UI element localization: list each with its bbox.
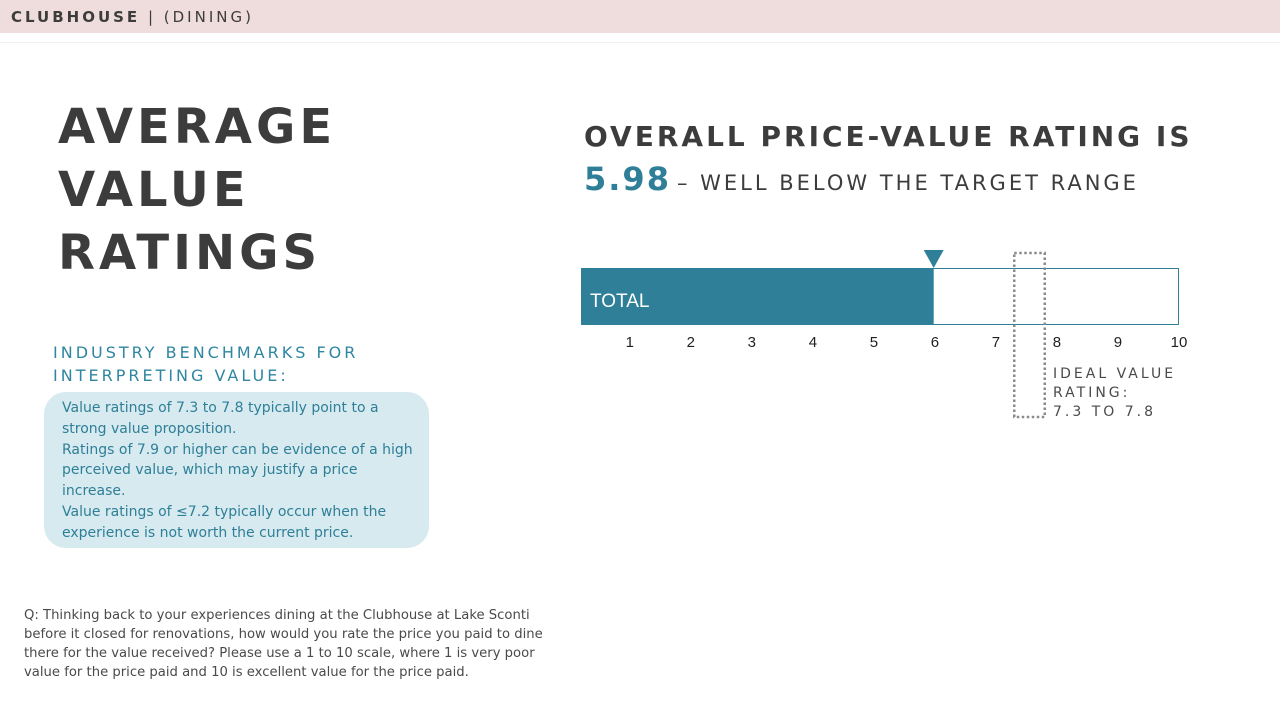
benchmark-item: Value ratings of 7.3 to 7.8 typically po… xyxy=(62,400,379,437)
x-tick-label: 4 xyxy=(809,334,817,351)
x-tick-label: 3 xyxy=(748,334,756,351)
ideal-range-box xyxy=(1012,251,1047,419)
header-section: (DINING) xyxy=(163,8,254,26)
header-separator: | xyxy=(140,8,164,26)
x-tick-label: 10 xyxy=(1171,334,1188,351)
x-tick-label: 1 xyxy=(626,334,634,351)
value-rating-chart-svg: TOTAL 1 2 3 4 5 6 7 8 9 10 xyxy=(581,250,1188,419)
ideal-range-label: IDEAL VALUE RATING: 7.3 TO 7.8 xyxy=(1053,365,1176,422)
x-tick-label: 8 xyxy=(1053,334,1061,351)
header-divider xyxy=(0,42,1280,43)
page-title-line: VALUE xyxy=(58,162,250,218)
benchmarks-heading: INDUSTRY BENCHMARKS FOR INTERPRETING VAL… xyxy=(53,341,358,387)
rating-marker xyxy=(923,250,944,268)
x-tick-label: 2 xyxy=(687,334,695,351)
header-title: CLUBHOUSE | (DINING) xyxy=(11,8,254,26)
page-title: AVERAGE VALUE RATINGS xyxy=(58,96,336,285)
total-bar xyxy=(581,268,934,325)
benchmarks-box: Value ratings of 7.3 to 7.8 typically po… xyxy=(44,392,429,548)
rating-score: 5.98 xyxy=(584,160,671,198)
rating-verdict: – WELL BELOW THE TARGET RANGE xyxy=(676,171,1139,195)
value-rating-chart: TOTAL 1 2 3 4 5 6 7 8 9 10 IDEAL VALUE RATING: 7.3… xyxy=(560,240,1240,440)
total-bar-label: TOTAL xyxy=(590,291,649,312)
x-tick-label: 9 xyxy=(1114,334,1122,351)
rating-subheadline: 5.98– WELL BELOW THE TARGET RANGE xyxy=(584,160,1139,198)
page-title-line: AVERAGE xyxy=(58,99,337,155)
header-bar: CLUBHOUSE | (DINING) xyxy=(0,0,1280,33)
survey-question: Q: Thinking back to your experiences din… xyxy=(24,608,543,680)
header-brand: CLUBHOUSE xyxy=(11,8,141,26)
benchmark-item: Ratings of 7.9 or higher can be evidence… xyxy=(62,441,413,500)
x-tick-label: 5 xyxy=(870,334,878,351)
benchmark-item: Value ratings of ≤7.2 typically occur wh… xyxy=(62,503,387,541)
rating-headline: OVERALL PRICE-VALUE RATING IS xyxy=(584,120,1193,153)
ideal-range-label-line: 7.3 TO 7.8 xyxy=(1053,404,1157,420)
ideal-range-label-line: RATING: xyxy=(1053,385,1131,401)
page-title-line: RATINGS xyxy=(58,225,322,281)
x-tick-label: 6 xyxy=(931,334,939,351)
x-tick-label: 7 xyxy=(992,334,1000,351)
ideal-range-label-line: IDEAL VALUE xyxy=(1053,366,1177,382)
benchmarks-heading-line: INDUSTRY BENCHMARKS FOR xyxy=(53,343,359,362)
benchmarks-heading-line: INTERPRETING VALUE: xyxy=(53,366,289,385)
